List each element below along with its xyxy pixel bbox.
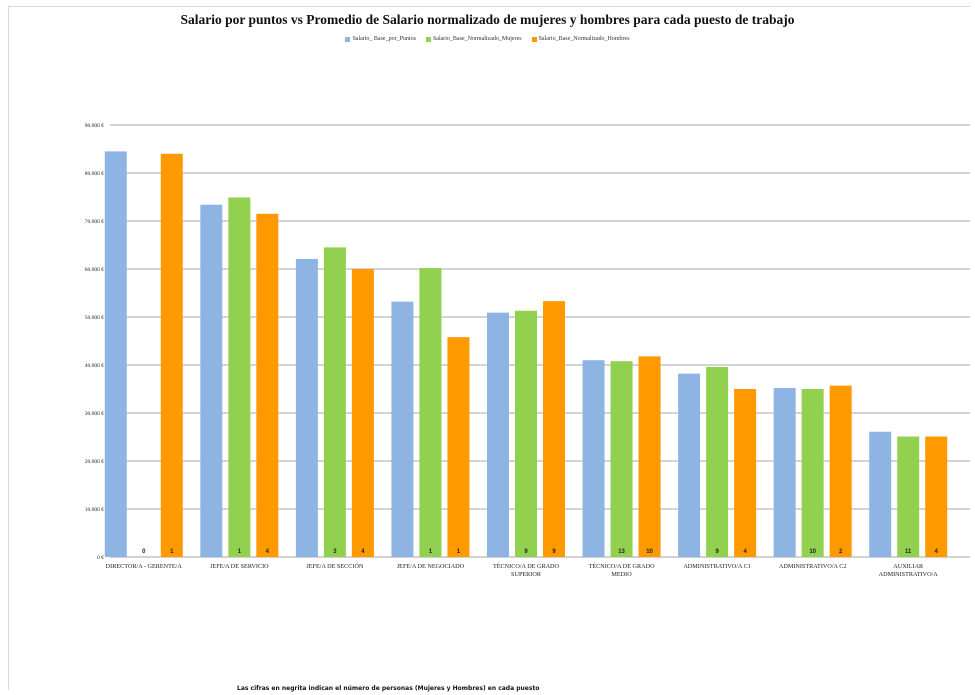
- x-tick-label: AUXILIAR: [893, 563, 924, 570]
- count-label: 10: [809, 549, 816, 555]
- count-label: 0: [142, 549, 146, 555]
- x-tick-label: SUPERIOR: [511, 571, 542, 578]
- x-tick-label: MEDIO: [611, 571, 632, 578]
- bar: [351, 269, 374, 557]
- count-label: 4: [743, 549, 747, 555]
- legend-item-puntos: Salario_ Base_por_Puntos: [345, 36, 416, 42]
- count-label: 3: [333, 549, 337, 555]
- footnote: Las cifras en negrita indican el número …: [237, 685, 540, 692]
- legend-label: Salario_Base_Normalizado_Mujeres: [432, 36, 522, 42]
- bar: [638, 356, 661, 557]
- count-label: 1: [170, 549, 174, 555]
- count-label: 13: [618, 549, 625, 555]
- bar: [610, 361, 633, 557]
- count-label: 9: [552, 549, 556, 555]
- page-border: [8, 6, 970, 690]
- bar: [419, 268, 442, 557]
- bar: [200, 204, 223, 557]
- legend: Salario_ Base_por_Puntos Salario_Base_No…: [0, 36, 975, 42]
- bar: [678, 373, 701, 557]
- bar: [734, 389, 757, 557]
- count-label: 9: [524, 549, 528, 555]
- bar: [773, 388, 796, 557]
- x-tick-label: TÉCNICO/A DE GRADO: [493, 562, 560, 570]
- legend-item-mujeres: Salario_Base_Normalizado_Mujeres: [425, 36, 522, 42]
- bar: [256, 213, 279, 558]
- count-label: 4: [935, 549, 939, 555]
- y-tick-label: 0 €: [97, 555, 104, 561]
- x-tick-label: ADMINISTRATIVO/A C1: [683, 563, 751, 570]
- chart-title: Salario por puntos vs Promedio de Salari…: [180, 12, 795, 27]
- bar: [160, 153, 183, 558]
- bar: [869, 431, 892, 557]
- count-label: 9: [715, 549, 719, 555]
- x-tick-label: JEFE/A DE SERVICIO: [210, 563, 269, 570]
- bar: [323, 247, 346, 557]
- count-label: 1: [457, 549, 461, 555]
- bar: [391, 301, 414, 557]
- x-tick-label: JEFE/A DE NEGOCIADO: [397, 563, 465, 570]
- bar: [447, 337, 470, 557]
- legend-swatch: [425, 36, 431, 42]
- legend-item-hombres: Salario_Base_Normalizado_Hombres: [531, 36, 630, 42]
- y-tick-label: 30.000 €: [85, 411, 105, 417]
- count-label: 1: [238, 549, 242, 555]
- legend-label: Salario_Base_Normalizado_Hombres: [538, 36, 630, 42]
- count-label: 10: [646, 549, 653, 555]
- bar: [582, 360, 605, 557]
- y-tick-label: 70.000 €: [85, 219, 105, 225]
- count-label: 2: [839, 549, 843, 555]
- y-tick-label: 20.000 €: [85, 459, 105, 465]
- bar: [515, 310, 537, 557]
- bar: [925, 436, 948, 557]
- y-tick-label: 50.000 €: [85, 315, 105, 321]
- bar: [706, 366, 729, 557]
- legend-swatch: [531, 36, 537, 42]
- bar: [104, 151, 127, 557]
- bar: [829, 385, 852, 557]
- y-tick-label: 80.000 €: [85, 171, 105, 177]
- x-tick-label: ADMINISTRATIVO/A: [879, 571, 939, 578]
- count-label: 4: [361, 549, 365, 555]
- bar: [487, 312, 509, 557]
- bar: [801, 389, 824, 557]
- y-tick-label: 60.000 €: [85, 267, 105, 273]
- bar: [897, 436, 920, 557]
- count-label: 1: [429, 549, 433, 555]
- x-tick-label: DIRECTOR/A - GERENTE/A: [106, 563, 183, 570]
- legend-label: Salario_ Base_por_Puntos: [352, 36, 416, 42]
- bar: [543, 301, 565, 557]
- y-tick-label: 40.000 €: [85, 363, 105, 369]
- x-tick-label: ADMINISTRATIVO/A C2: [779, 563, 847, 570]
- y-tick-label: 90.000 €: [85, 123, 105, 129]
- bar: [228, 197, 251, 558]
- count-label: 4: [266, 549, 270, 555]
- x-tick-label: TÉCNICO/A DE GRADO: [589, 562, 656, 570]
- count-label: 11: [905, 549, 912, 555]
- legend-swatch: [345, 36, 351, 42]
- x-tick-label: JEFE/A DE SECCIÓN: [306, 562, 364, 570]
- y-tick-label: 10.000 €: [85, 507, 105, 513]
- bar: [295, 258, 318, 557]
